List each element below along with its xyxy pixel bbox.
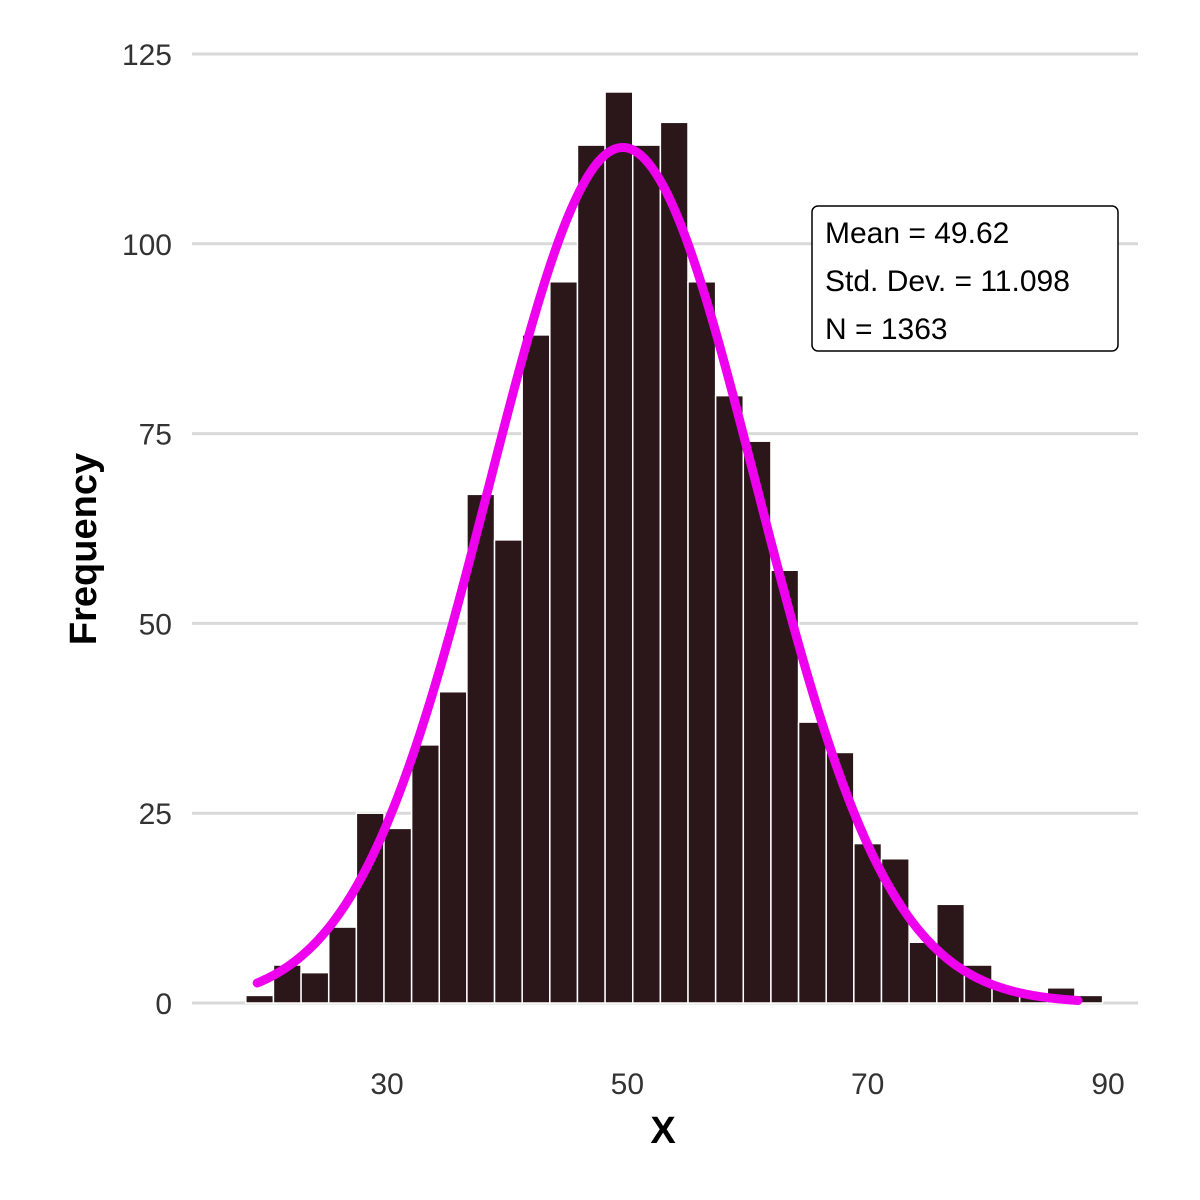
histogram-bar <box>438 690 468 1004</box>
y-axis-title: Frequency <box>63 453 105 645</box>
x-axis-tick-labels: 30 50 70 90 <box>370 1068 1124 1101</box>
mean-label: Mean = 49.62 <box>825 217 1009 250</box>
histogram-bar <box>493 539 523 1004</box>
normal-curve <box>252 142 1083 1005</box>
y-tick-label: 25 <box>139 798 172 831</box>
histogram-bar <box>300 971 330 1004</box>
std-dev-label: Std. Dev. = 11.098 <box>825 265 1070 298</box>
histogram-bar <box>631 144 662 1004</box>
x-tick-label: 30 <box>370 1068 403 1101</box>
histogram-bar <box>576 144 606 1004</box>
histogram-bar <box>327 926 358 1004</box>
x-tick-label: 50 <box>611 1068 644 1101</box>
statistics-box: Mean = 49.62 Std. Dev. = 11.098 N = 1363 <box>811 205 1119 352</box>
histogram-bar <box>549 281 579 1004</box>
y-tick-label: 75 <box>139 419 172 452</box>
histogram-bar <box>687 281 717 1004</box>
histogram-bar <box>245 994 275 1004</box>
histogram-bar <box>797 721 827 1004</box>
x-tick-label: 70 <box>851 1068 884 1101</box>
histogram-bar <box>466 493 496 1004</box>
y-axis-tick-labels: 0 25 50 75 100 125 <box>122 39 172 1021</box>
y-tick-label: 50 <box>139 608 172 641</box>
n-label: N = 1363 <box>825 313 948 346</box>
histogram-bar <box>604 91 634 1004</box>
y-tick-label: 125 <box>122 39 172 72</box>
x-axis-title: X <box>650 1110 676 1152</box>
histogram-bar <box>659 121 689 1004</box>
x-tick-label: 90 <box>1091 1068 1124 1101</box>
y-tick-label: 0 <box>155 988 172 1021</box>
histogram-bar <box>714 394 745 1004</box>
histogram-bar <box>410 744 441 1004</box>
histogram-bar <box>383 827 413 1004</box>
statistics-box-frame <box>811 205 1119 352</box>
histogram-bar <box>770 569 800 1004</box>
y-tick-label: 100 <box>122 229 172 262</box>
histogram-bar <box>521 334 551 1004</box>
